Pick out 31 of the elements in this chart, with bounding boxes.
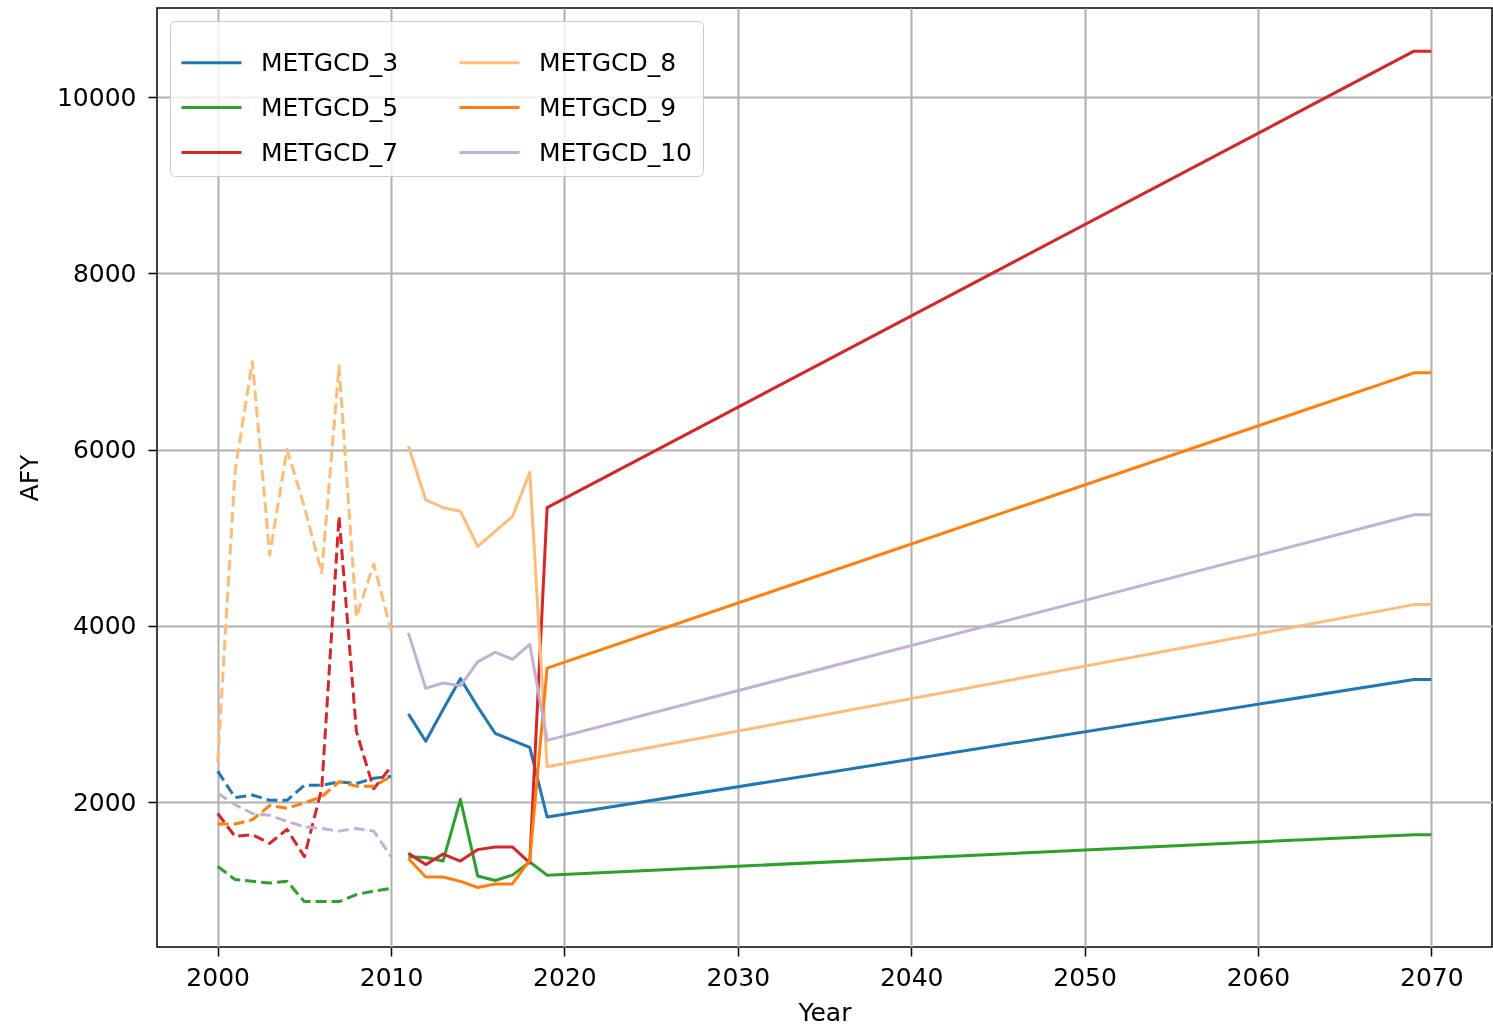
legend-label: METGCD_10 — [539, 137, 693, 167]
x-axis-title: Year — [797, 997, 853, 1027]
line-series — [406, 677, 1433, 819]
x-tick-label: 2060 — [1226, 962, 1291, 992]
line-series — [216, 359, 393, 764]
x-tick-label: 2070 — [1400, 962, 1464, 992]
line-series — [216, 791, 393, 859]
y-tick-label: 4000 — [72, 611, 137, 641]
x-tick-label: 2020 — [533, 962, 597, 992]
x-tick-label: 2000 — [186, 962, 250, 992]
legend-label: METGCD_9 — [539, 92, 677, 122]
line-series — [406, 797, 1433, 882]
line-series — [406, 49, 1433, 867]
legend-label: METGCD_8 — [539, 47, 677, 77]
line-series — [406, 444, 1433, 769]
x-tick-label: 2040 — [879, 962, 944, 992]
y-axis-title: AFY — [14, 453, 44, 502]
legend-label: METGCD_5 — [261, 92, 399, 122]
legend-label: METGCD_7 — [261, 137, 399, 167]
line-series — [406, 371, 1433, 890]
line-series — [406, 513, 1433, 742]
y-tick-label: 6000 — [72, 435, 137, 465]
y-tick-label: 2000 — [72, 787, 137, 817]
y-tick-label: 8000 — [72, 258, 137, 288]
x-tick-label: 2050 — [1053, 962, 1117, 992]
line-series — [216, 769, 393, 802]
line-series — [216, 515, 393, 859]
x-tick-label: 2030 — [706, 962, 771, 992]
x-tick-label: 2010 — [359, 962, 424, 992]
legend-label: METGCD_3 — [261, 47, 399, 77]
y-tick-label: 10000 — [56, 82, 137, 112]
